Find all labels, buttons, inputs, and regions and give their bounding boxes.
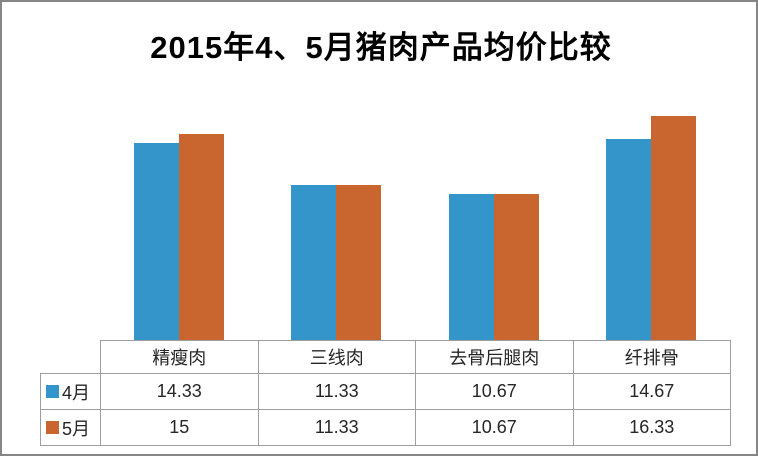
value-cell: 15 [100, 409, 259, 446]
value-cell: 14.67 [572, 373, 731, 410]
table-row-series-0: 4月 14.33 11.33 10.67 14.67 [40, 373, 731, 410]
series-1-label: 5月 [62, 418, 91, 439]
bar-series-0-cat-2 [448, 193, 494, 340]
value-cell: 11.33 [257, 409, 416, 446]
value-cell: 11.33 [257, 373, 416, 410]
table-row-series-1: 5月 15 11.33 10.67 16.33 [40, 409, 731, 446]
chart-title: 2015年4、5月猪肉产品均价比较 [150, 30, 612, 65]
value-cell: 10.67 [415, 409, 574, 446]
bar-series-1-cat-0 [178, 134, 224, 340]
series-0-swatch-icon [46, 385, 59, 398]
bar-series-1-cat-3 [651, 115, 697, 340]
bar-series-0-cat-1 [291, 184, 337, 340]
bar-series-0-cat-0 [133, 143, 179, 340]
bar-series-0-cat-3 [606, 138, 652, 340]
table-header-row: 精瘦肉 三线肉 去骨后腿肉 纤排骨 [41, 340, 731, 374]
legend-cell-series-0: 4月 [40, 373, 101, 410]
category-header: 精瘦肉 [100, 340, 259, 374]
series-1-swatch-icon [46, 421, 59, 434]
category-header: 去骨后腿肉 [415, 340, 574, 374]
category-header: 纤排骨 [572, 340, 731, 374]
table-corner-spacer [41, 341, 101, 374]
bar-series-1-cat-2 [493, 193, 539, 340]
data-table: 精瘦肉 三线肉 去骨后腿肉 纤排骨 4月 14.33 11.33 10.67 1… [40, 340, 731, 446]
legend-cell-series-1: 5月 [40, 409, 101, 446]
category-header: 三线肉 [257, 340, 416, 374]
bar-series-1-cat-1 [336, 184, 382, 340]
value-cell: 10.67 [415, 373, 574, 410]
value-cell: 16.33 [572, 409, 731, 446]
value-cell: 14.33 [100, 373, 259, 410]
series-0-label: 4月 [62, 382, 91, 403]
